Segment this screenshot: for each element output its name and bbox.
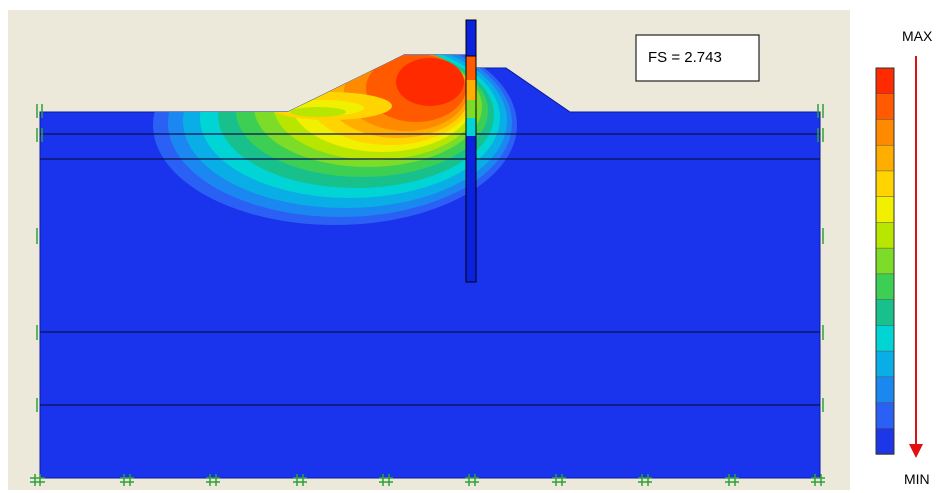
legend-direction-arrow bbox=[909, 56, 923, 458]
legend-max-label: MAX bbox=[902, 28, 933, 44]
legend-color-segment bbox=[875, 247, 895, 275]
legend-color-segment bbox=[875, 350, 895, 378]
legend-bar-frame bbox=[875, 67, 895, 455]
legend-color-segment bbox=[875, 196, 895, 224]
sheet-pile bbox=[465, 19, 477, 283]
legend-color-segment bbox=[875, 273, 895, 301]
soil-layer-boundaries bbox=[40, 133, 820, 406]
legend-color-segment bbox=[875, 428, 895, 455]
legend-color-segment bbox=[875, 325, 895, 352]
legend-color-segment bbox=[875, 119, 895, 146]
bottom-boundary-supports bbox=[30, 474, 825, 486]
legend-color-segment bbox=[875, 376, 895, 404]
factor-of-safety-label: FS = 2.743 bbox=[648, 49, 722, 66]
factor-of-safety-box: FS = 2.743 bbox=[635, 34, 760, 82]
legend-min-label: MIN bbox=[904, 471, 930, 487]
right-boundary-supports bbox=[817, 104, 824, 412]
legend-color-segment bbox=[875, 222, 895, 249]
legend-color-segment bbox=[875, 170, 895, 198]
legend-color-segment bbox=[875, 402, 895, 430]
color-scale-legend: MAX MIN bbox=[875, 28, 933, 487]
legend-color-segment bbox=[875, 144, 895, 172]
legend-color-segment bbox=[875, 93, 895, 121]
legend-color-segment bbox=[875, 299, 895, 327]
legend-color-segment bbox=[875, 67, 895, 95]
left-boundary-supports bbox=[36, 104, 43, 412]
legend-color-bar bbox=[875, 67, 895, 455]
